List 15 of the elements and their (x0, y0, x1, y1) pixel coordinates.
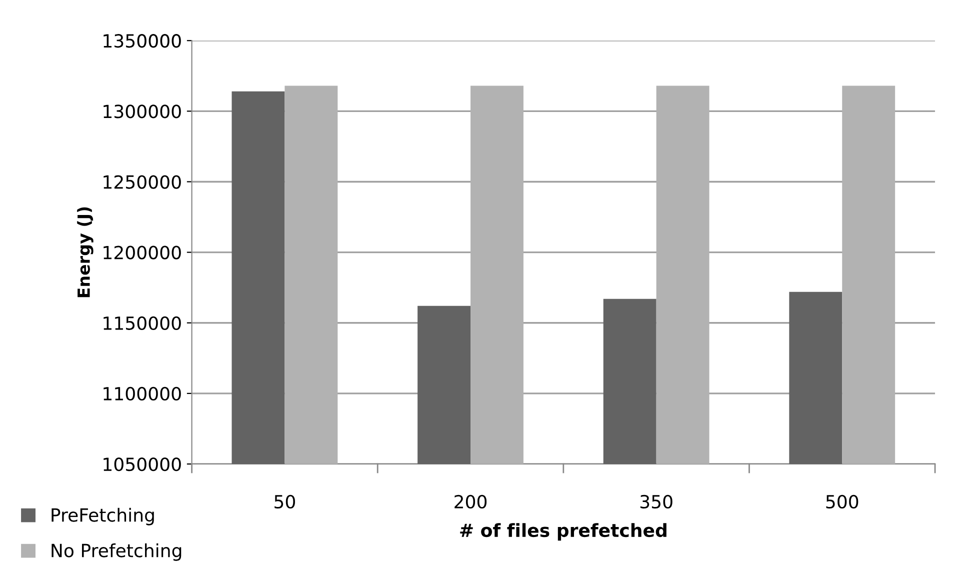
y-tick-label: 1150000 (104, 316, 181, 330)
y-tick-label: 1050000 (104, 457, 181, 472)
y-axis-title: Energy (J) (77, 207, 94, 298)
y-tick-label: 1350000 (104, 34, 181, 48)
x-axis-title: # of files prefetched (460, 523, 666, 541)
x-tick-label: 500 (826, 494, 858, 509)
y-tick-label: 1200000 (104, 246, 181, 260)
y-tick-label: 1100000 (104, 386, 181, 401)
x-tick-label: 50 (274, 494, 295, 509)
legend-label: No Prefetching (52, 543, 182, 561)
legend-label: PreFetching (52, 508, 154, 526)
y-tick-label: 1300000 (104, 104, 181, 118)
y-tick-label: 1250000 (104, 175, 181, 189)
x-tick-label: 350 (640, 494, 672, 509)
x-tick-label: 200 (454, 494, 487, 509)
